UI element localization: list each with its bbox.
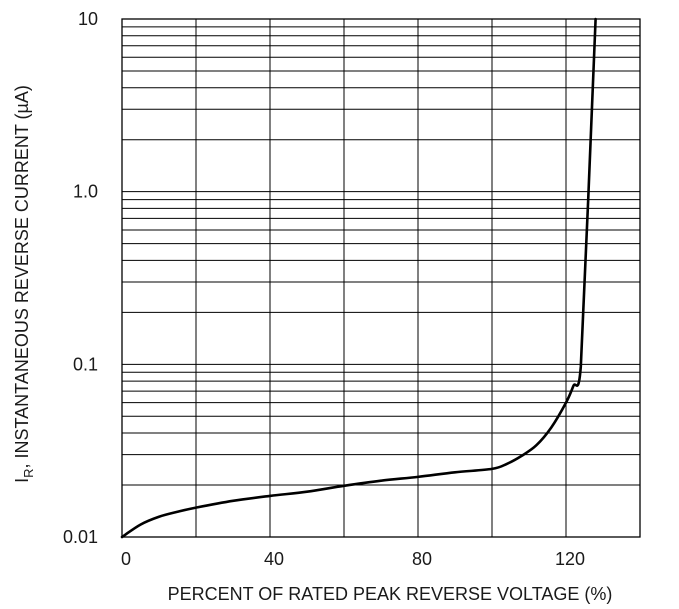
- x-axis-title: PERCENT OF RATED PEAK REVERSE VOLTAGE (%…: [168, 584, 613, 604]
- y-axis-title: IR, INSTANTANEOUS REVERSE CURRENT (µA): [12, 85, 36, 483]
- y-tick-labels: 0.01 0.1 1.0 10: [63, 9, 98, 547]
- y-tick-label: 10: [78, 9, 98, 29]
- y-tick-label: 0.01: [63, 527, 98, 547]
- x-tick-label: 0: [121, 549, 131, 569]
- x-tick-label: 80: [412, 549, 432, 569]
- y-axis-title-prefix: I: [12, 478, 32, 483]
- y-tick-label: 0.1: [73, 354, 98, 374]
- y-axis-title-suffix: , INSTANTANEOUS REVERSE CURRENT (µA): [12, 85, 32, 468]
- plot-area-frame: [121, 18, 641, 538]
- y-axis-title-subscript: R: [21, 469, 36, 478]
- x-tick-labels: 0 40 80 120: [121, 549, 585, 569]
- data-curve: [120, 17, 597, 539]
- x-tick-label: 120: [555, 549, 585, 569]
- y-tick-label: 1.0: [73, 182, 98, 202]
- grid: [122, 19, 640, 537]
- x-tick-label: 40: [264, 549, 284, 569]
